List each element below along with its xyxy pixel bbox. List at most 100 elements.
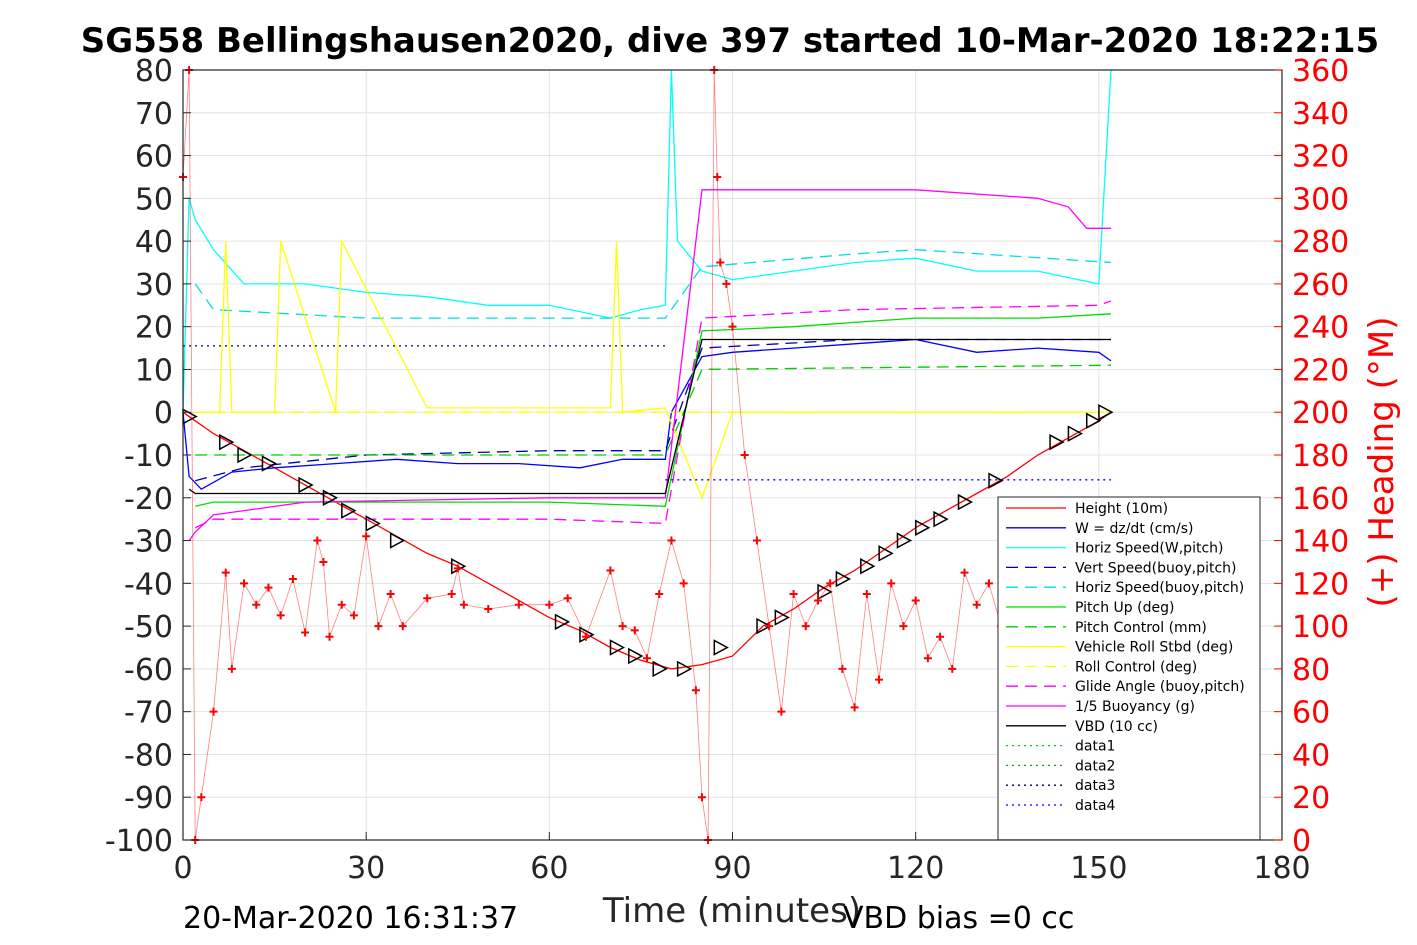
vbd-marker [896, 532, 913, 549]
vbd-marker [676, 660, 693, 678]
vbd-marker [860, 557, 876, 575]
vbd-marker [365, 515, 381, 532]
vbd-marker [1085, 412, 1102, 430]
vbd-marker [261, 455, 278, 472]
heading-point [545, 600, 554, 609]
heading-point [197, 793, 206, 802]
y-tick-label: -90 [124, 781, 173, 816]
vbd-marker [835, 570, 851, 588]
heading-point [423, 594, 432, 603]
y2-tick-label: 240 [1292, 311, 1349, 346]
plot-area [179, 66, 1116, 844]
y2-tick-label: 320 [1292, 140, 1349, 175]
axis-ticks: 0 30 60 90 120 150 18080706050403020100-10-20-… [105, 54, 1349, 886]
heading-point [923, 654, 932, 663]
heading-point [643, 654, 652, 663]
y2-tick-label: 180 [1292, 439, 1349, 474]
y2-tick-label: 280 [1292, 225, 1349, 260]
x-tick-label: 0 [173, 851, 192, 886]
y-tick-label: -100 [105, 824, 173, 859]
y2-tick-label: 220 [1292, 353, 1349, 388]
legend-label-8: Roll Control (deg) [1075, 659, 1197, 675]
y2-tick-label: 340 [1292, 97, 1349, 132]
legend-box [997, 496, 1261, 841]
y-tick-label: -80 [124, 738, 173, 773]
vbd-marker [817, 583, 833, 601]
legend-label-13: data2 [1075, 758, 1115, 774]
vbd-marker [1049, 433, 1065, 451]
series-line-7 [195, 238, 1111, 500]
heading-point [713, 172, 722, 181]
heading-point [655, 590, 664, 599]
heading-point [972, 600, 981, 609]
heading-point [264, 583, 273, 592]
y2-tick-label: 120 [1292, 567, 1349, 602]
heading-point [301, 628, 310, 637]
series-line-2 [182, 69, 1112, 413]
vbd-marker [988, 472, 1004, 489]
x-tick-label: 90 [713, 851, 751, 886]
heading-point [887, 579, 896, 588]
y2-tick-label: 260 [1292, 268, 1349, 303]
heading-point [252, 600, 261, 609]
series-line-3 [195, 338, 1111, 482]
y-tick-label: -40 [124, 567, 173, 602]
series-line-1 [182, 338, 1112, 491]
legend-label-9: Glide Angle (buoy,pitch) [1075, 679, 1245, 695]
y2-tick-label: 40 [1292, 738, 1330, 773]
heading-point [740, 451, 749, 459]
legend-label-10: 1/5 Buoyancy (g) [1075, 699, 1195, 715]
heading-point [484, 605, 493, 613]
footer-vbd-bias: VBD bias =0 cc [843, 901, 1074, 936]
heading-point [618, 622, 627, 631]
legend-label-2: Horiz Speed(W,pitch) [1075, 541, 1223, 557]
heading-point [362, 532, 371, 541]
heading-point [838, 664, 847, 673]
vbd-marker [1098, 403, 1114, 421]
legend-label-3: Vert Speed(buoy,pitch) [1075, 560, 1237, 576]
heading-point [789, 590, 798, 599]
vbd-marker [933, 510, 949, 528]
y2-tick-label: 200 [1292, 396, 1349, 431]
y-tick-label: -20 [124, 482, 173, 517]
vbd-marker [609, 639, 626, 656]
legend-label-7: Vehicle Roll Stbd (deg) [1075, 640, 1233, 656]
vbd-marker [554, 613, 571, 631]
vbd-marker [915, 519, 931, 536]
heading-point [667, 536, 676, 545]
y2-tick-label: 80 [1292, 653, 1330, 688]
heading-point [349, 611, 358, 620]
legend-label-1: W = dz/dt (cm/s) [1075, 521, 1194, 537]
heading-point [221, 568, 230, 577]
y2-tick-label: 100 [1292, 610, 1349, 645]
heading-point [581, 632, 590, 641]
vbd-marker [322, 489, 339, 507]
series-line-10 [188, 189, 1111, 541]
x-tick-label: 120 [887, 851, 944, 886]
y-tick-label: 50 [135, 182, 173, 217]
y-tick-label: 10 [135, 353, 173, 388]
heading-point [777, 707, 786, 716]
heading-point [606, 566, 615, 575]
series-line-11 [188, 338, 1111, 495]
heading-point [386, 590, 395, 599]
y2-tick-label: 60 [1292, 696, 1330, 731]
heading-point [801, 622, 810, 631]
y-tick-label: 0 [154, 396, 173, 431]
vbd-marker [237, 446, 253, 464]
heading-point [813, 596, 822, 605]
heading-point [911, 596, 920, 605]
vbd-marker [1067, 425, 1083, 442]
x-tick-label: 180 [1253, 851, 1310, 886]
y2-tick-label: 140 [1292, 525, 1349, 560]
heading-point [288, 575, 297, 584]
series-line-6 [195, 364, 1112, 456]
series-line-4 [194, 249, 1112, 319]
y-tick-label: 40 [135, 225, 173, 260]
x-tick-label: 150 [1070, 851, 1127, 886]
heading-point [398, 622, 407, 631]
y-tick-label: -50 [124, 610, 173, 645]
y-tick-label: 70 [135, 97, 173, 132]
chart-title: SG558 Bellingshausen2020, dive 397 start… [81, 21, 1379, 61]
